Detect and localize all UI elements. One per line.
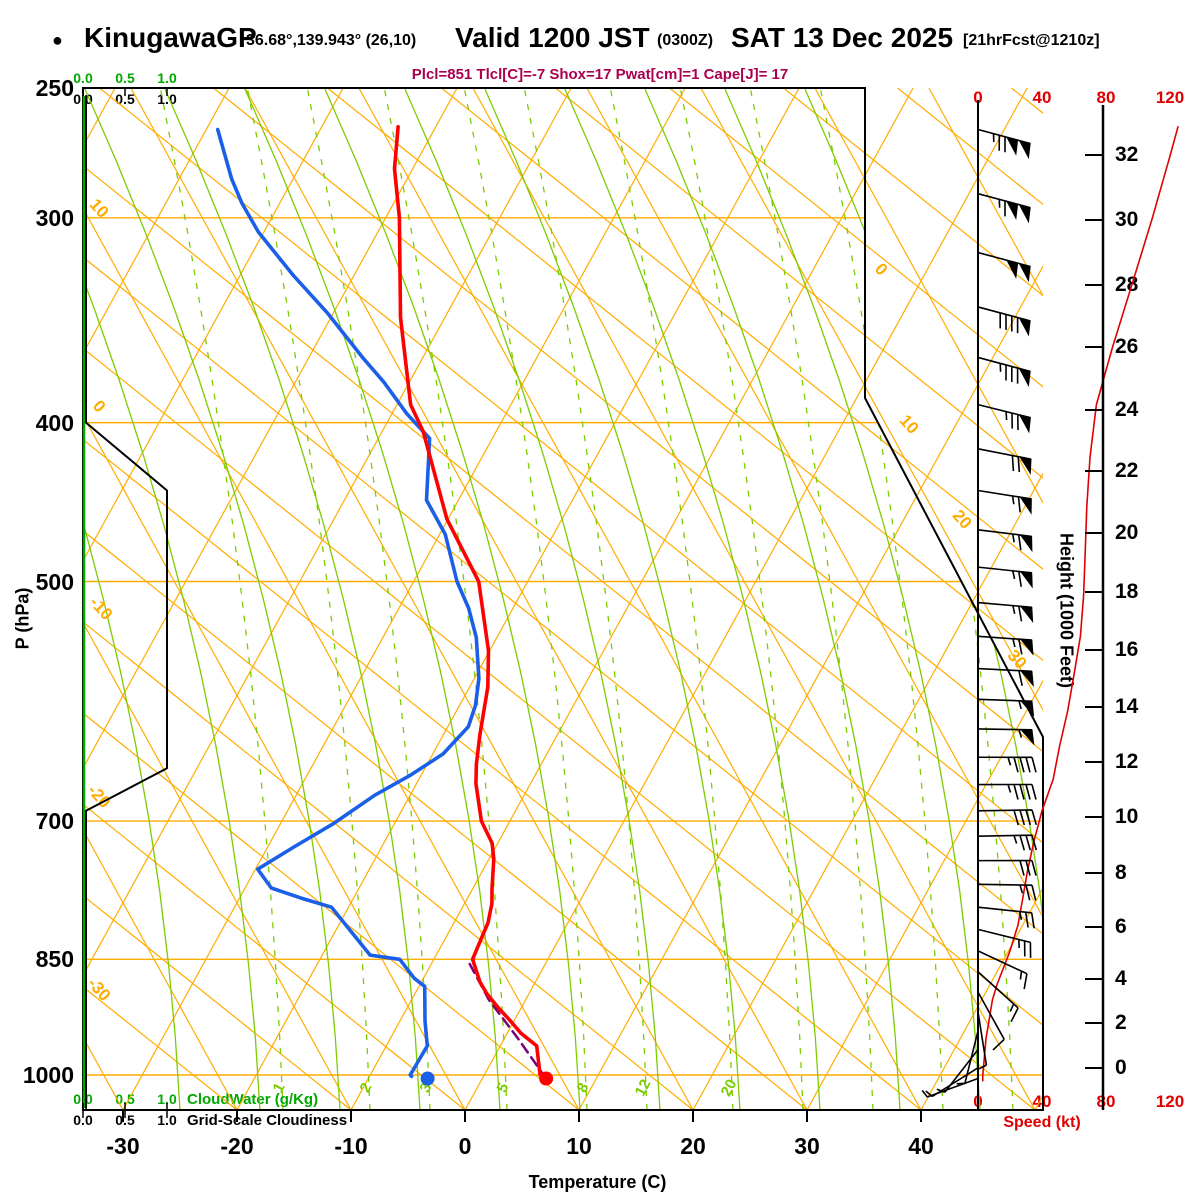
height-tick-label: 2	[1115, 1011, 1127, 1034]
station-bullet-icon: ●	[52, 30, 63, 50]
speed-tick-label-top: 0	[973, 88, 983, 107]
mixing-ratio-label: 1	[270, 1080, 289, 1095]
temperature-tick-label: 0	[458, 1133, 472, 1159]
temperature-curve	[392, 125, 548, 1081]
diagonal-grid	[83, 88, 1043, 1110]
mixing-ratio-label: 12	[632, 1077, 655, 1100]
mixing-ratio-label: 20	[718, 1077, 741, 1100]
cloudwater-scale-title: CloudWater (g/Kg)	[187, 1091, 319, 1108]
height-tick-label: 12	[1115, 750, 1139, 773]
temperature-tick-label: -20	[220, 1133, 254, 1159]
height-tick-label: 6	[1115, 915, 1127, 938]
wind-speed-profile	[982, 126, 1179, 1082]
cloudwater-scale-value-bottom: 0.5	[115, 1091, 135, 1107]
height-tick-label: 16	[1115, 638, 1139, 661]
cloudiness-profile	[85, 95, 168, 1109]
mixing-ratio-label: 8	[574, 1080, 593, 1095]
speed-tick-label-bottom: 80	[1096, 1092, 1116, 1111]
adiabat-label-left: -20	[84, 781, 115, 812]
cloudwater-scale-value-top: 1.0	[157, 70, 177, 86]
stability-parameters: Plcl=851 Tlcl[C]=-7 Shox=17 Pwat[cm]=1 C…	[411, 66, 789, 83]
height-tick-label: 10	[1115, 805, 1139, 828]
pressure-tick-label: 850	[35, 946, 74, 973]
height-tick-label: 20	[1115, 521, 1139, 544]
station-coordinates: 36.68°,139.943° (26,10)	[246, 32, 417, 49]
valid-date: SAT 13 Dec 2025	[731, 22, 954, 53]
surface-dewpoint-dot	[420, 1071, 435, 1086]
height-tick-label: 28	[1115, 273, 1139, 296]
temperature-axis-title: Temperature (C)	[528, 1172, 667, 1192]
pressure-tick-label: 700	[35, 808, 74, 835]
cloudwater-scale-value-bottom: 1.0	[157, 1091, 177, 1107]
cloudiness-scale-value-bottom: 1.0	[157, 1112, 177, 1128]
height-tick-label: 22	[1115, 459, 1139, 482]
temperature-tick-label: 30	[794, 1133, 820, 1159]
valid-time: Valid 1200 JST	[455, 22, 650, 53]
adiabat-label-left: 0	[89, 396, 109, 416]
adiabat-label-left: -10	[86, 593, 117, 624]
cloudwater-scale-value-top: 0.0	[73, 70, 93, 86]
cloudiness-scale-title: Grid-Scale Cloudiness	[187, 1112, 348, 1129]
temperature-tick-label: -10	[334, 1133, 368, 1159]
speed-tick-label-bottom: 120	[1155, 1092, 1185, 1111]
temperature-tick-label: 10	[566, 1133, 592, 1159]
adiabat-label-cut: 10	[896, 411, 923, 438]
pressure-tick-label: 400	[35, 409, 74, 436]
green-grid	[83, 88, 1043, 1110]
adiabat-label-cut: 0	[871, 259, 891, 279]
mixing-ratio-label: 5	[494, 1080, 513, 1095]
pressure-tick-label: 300	[35, 204, 74, 231]
speed-axis-title: Speed (kt)	[1003, 1114, 1081, 1131]
temperature-tick-label: -30	[106, 1133, 140, 1159]
dewpoint-curve	[215, 127, 481, 1079]
height-tick-label: 26	[1115, 335, 1139, 358]
surface-temperature-dot	[539, 1071, 554, 1086]
cloudwater-scale-value-top: 0.5	[115, 70, 135, 86]
valid-time-utc: (0300Z)	[657, 32, 714, 49]
temperature-tick-label: 20	[680, 1133, 706, 1159]
cloudiness-scale-value-bottom: 0.0	[73, 1112, 93, 1128]
speed-tick-label-top: 80	[1096, 88, 1116, 107]
height-tick-label: 30	[1115, 208, 1139, 231]
adiabat-label-left: -30	[84, 974, 115, 1005]
pressure-tick-label: 1000	[22, 1062, 74, 1088]
pressure-tick-label: 250	[35, 75, 74, 101]
speed-tick-label-top: 120	[1155, 88, 1185, 107]
height-tick-label: 24	[1115, 398, 1139, 421]
height-tick-label: 8	[1115, 861, 1127, 884]
forecast-hour: [21hrFcst@1210z]	[963, 32, 1100, 49]
height-tick-label: 32	[1115, 143, 1139, 166]
cloudiness-scale-value-bottom: 0.5	[115, 1112, 135, 1128]
adiabat-label-cut: 20	[949, 506, 976, 533]
height-tick-label: 0	[1115, 1056, 1127, 1079]
height-tick-label: 14	[1115, 695, 1139, 718]
station-name: KinugawaGP	[84, 22, 257, 53]
height-tick-label: 18	[1115, 580, 1139, 603]
temperature-tick-label: 40	[908, 1133, 934, 1159]
pressure-tick-label: 500	[35, 568, 74, 595]
cloudiness-scale-value-top: 0.5	[115, 91, 135, 107]
wind-barbs	[921, 128, 1038, 1098]
speed-tick-label-top: 40	[1032, 88, 1052, 107]
height-tick-label: 4	[1115, 967, 1127, 990]
